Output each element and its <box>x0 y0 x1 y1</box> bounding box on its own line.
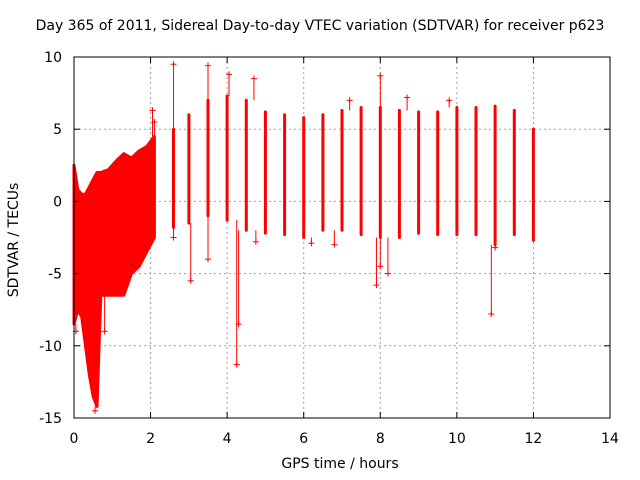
data-point <box>331 230 338 248</box>
data-point <box>384 237 391 277</box>
y-tick-label: -5 <box>48 267 62 283</box>
x-tick-label: 8 <box>376 431 385 447</box>
data-layer <box>72 61 535 414</box>
data-point <box>151 118 158 137</box>
data-point <box>492 244 499 251</box>
y-tick-label: 5 <box>53 122 62 138</box>
data-point <box>92 406 99 414</box>
data-point <box>488 244 495 318</box>
data-point <box>187 223 194 284</box>
data-point <box>205 62 211 101</box>
data-point <box>250 75 257 101</box>
data-point <box>373 237 380 289</box>
data-point <box>170 227 177 241</box>
data-point <box>252 230 259 245</box>
data-point <box>346 97 353 111</box>
data-point <box>235 230 242 328</box>
x-tick-label: 4 <box>223 431 232 447</box>
x-tick-label: 2 <box>146 431 155 447</box>
x-tick-label: 6 <box>299 431 308 447</box>
y-tick-label: -15 <box>39 411 62 427</box>
data-point <box>170 61 177 130</box>
y-tick-label: 0 <box>53 194 62 210</box>
plot-frame <box>73 56 611 419</box>
data-point <box>149 107 156 137</box>
data-point <box>377 72 384 108</box>
data-point <box>446 97 453 108</box>
x-tick-label: 12 <box>525 431 543 447</box>
data-point <box>308 237 315 247</box>
data-point <box>205 215 211 263</box>
data-point <box>404 94 411 111</box>
data-point <box>377 237 384 270</box>
y-tick-labels: -15 -10 -5 0 5 10 <box>39 50 62 427</box>
x-tick-label: 0 <box>70 431 79 447</box>
axis-ticks <box>73 56 611 419</box>
y-tick-label: -10 <box>39 339 62 355</box>
x-axis-label: GPS time / hours <box>281 456 399 472</box>
x-tick-label: 10 <box>448 431 466 447</box>
y-axis-label: SDTVAR / TECUs <box>6 182 22 298</box>
chart-title: Day 365 of 2011, Sidereal Day-to-day VTE… <box>35 18 605 34</box>
data-point <box>101 295 108 335</box>
data-point <box>233 220 240 368</box>
x-tick-label: 14 <box>601 431 619 447</box>
data-point <box>226 71 233 96</box>
y-tick-label: 10 <box>44 50 62 66</box>
data-band <box>72 134 156 408</box>
x-tick-labels: 0 2 4 6 8 10 12 14 <box>70 431 619 447</box>
